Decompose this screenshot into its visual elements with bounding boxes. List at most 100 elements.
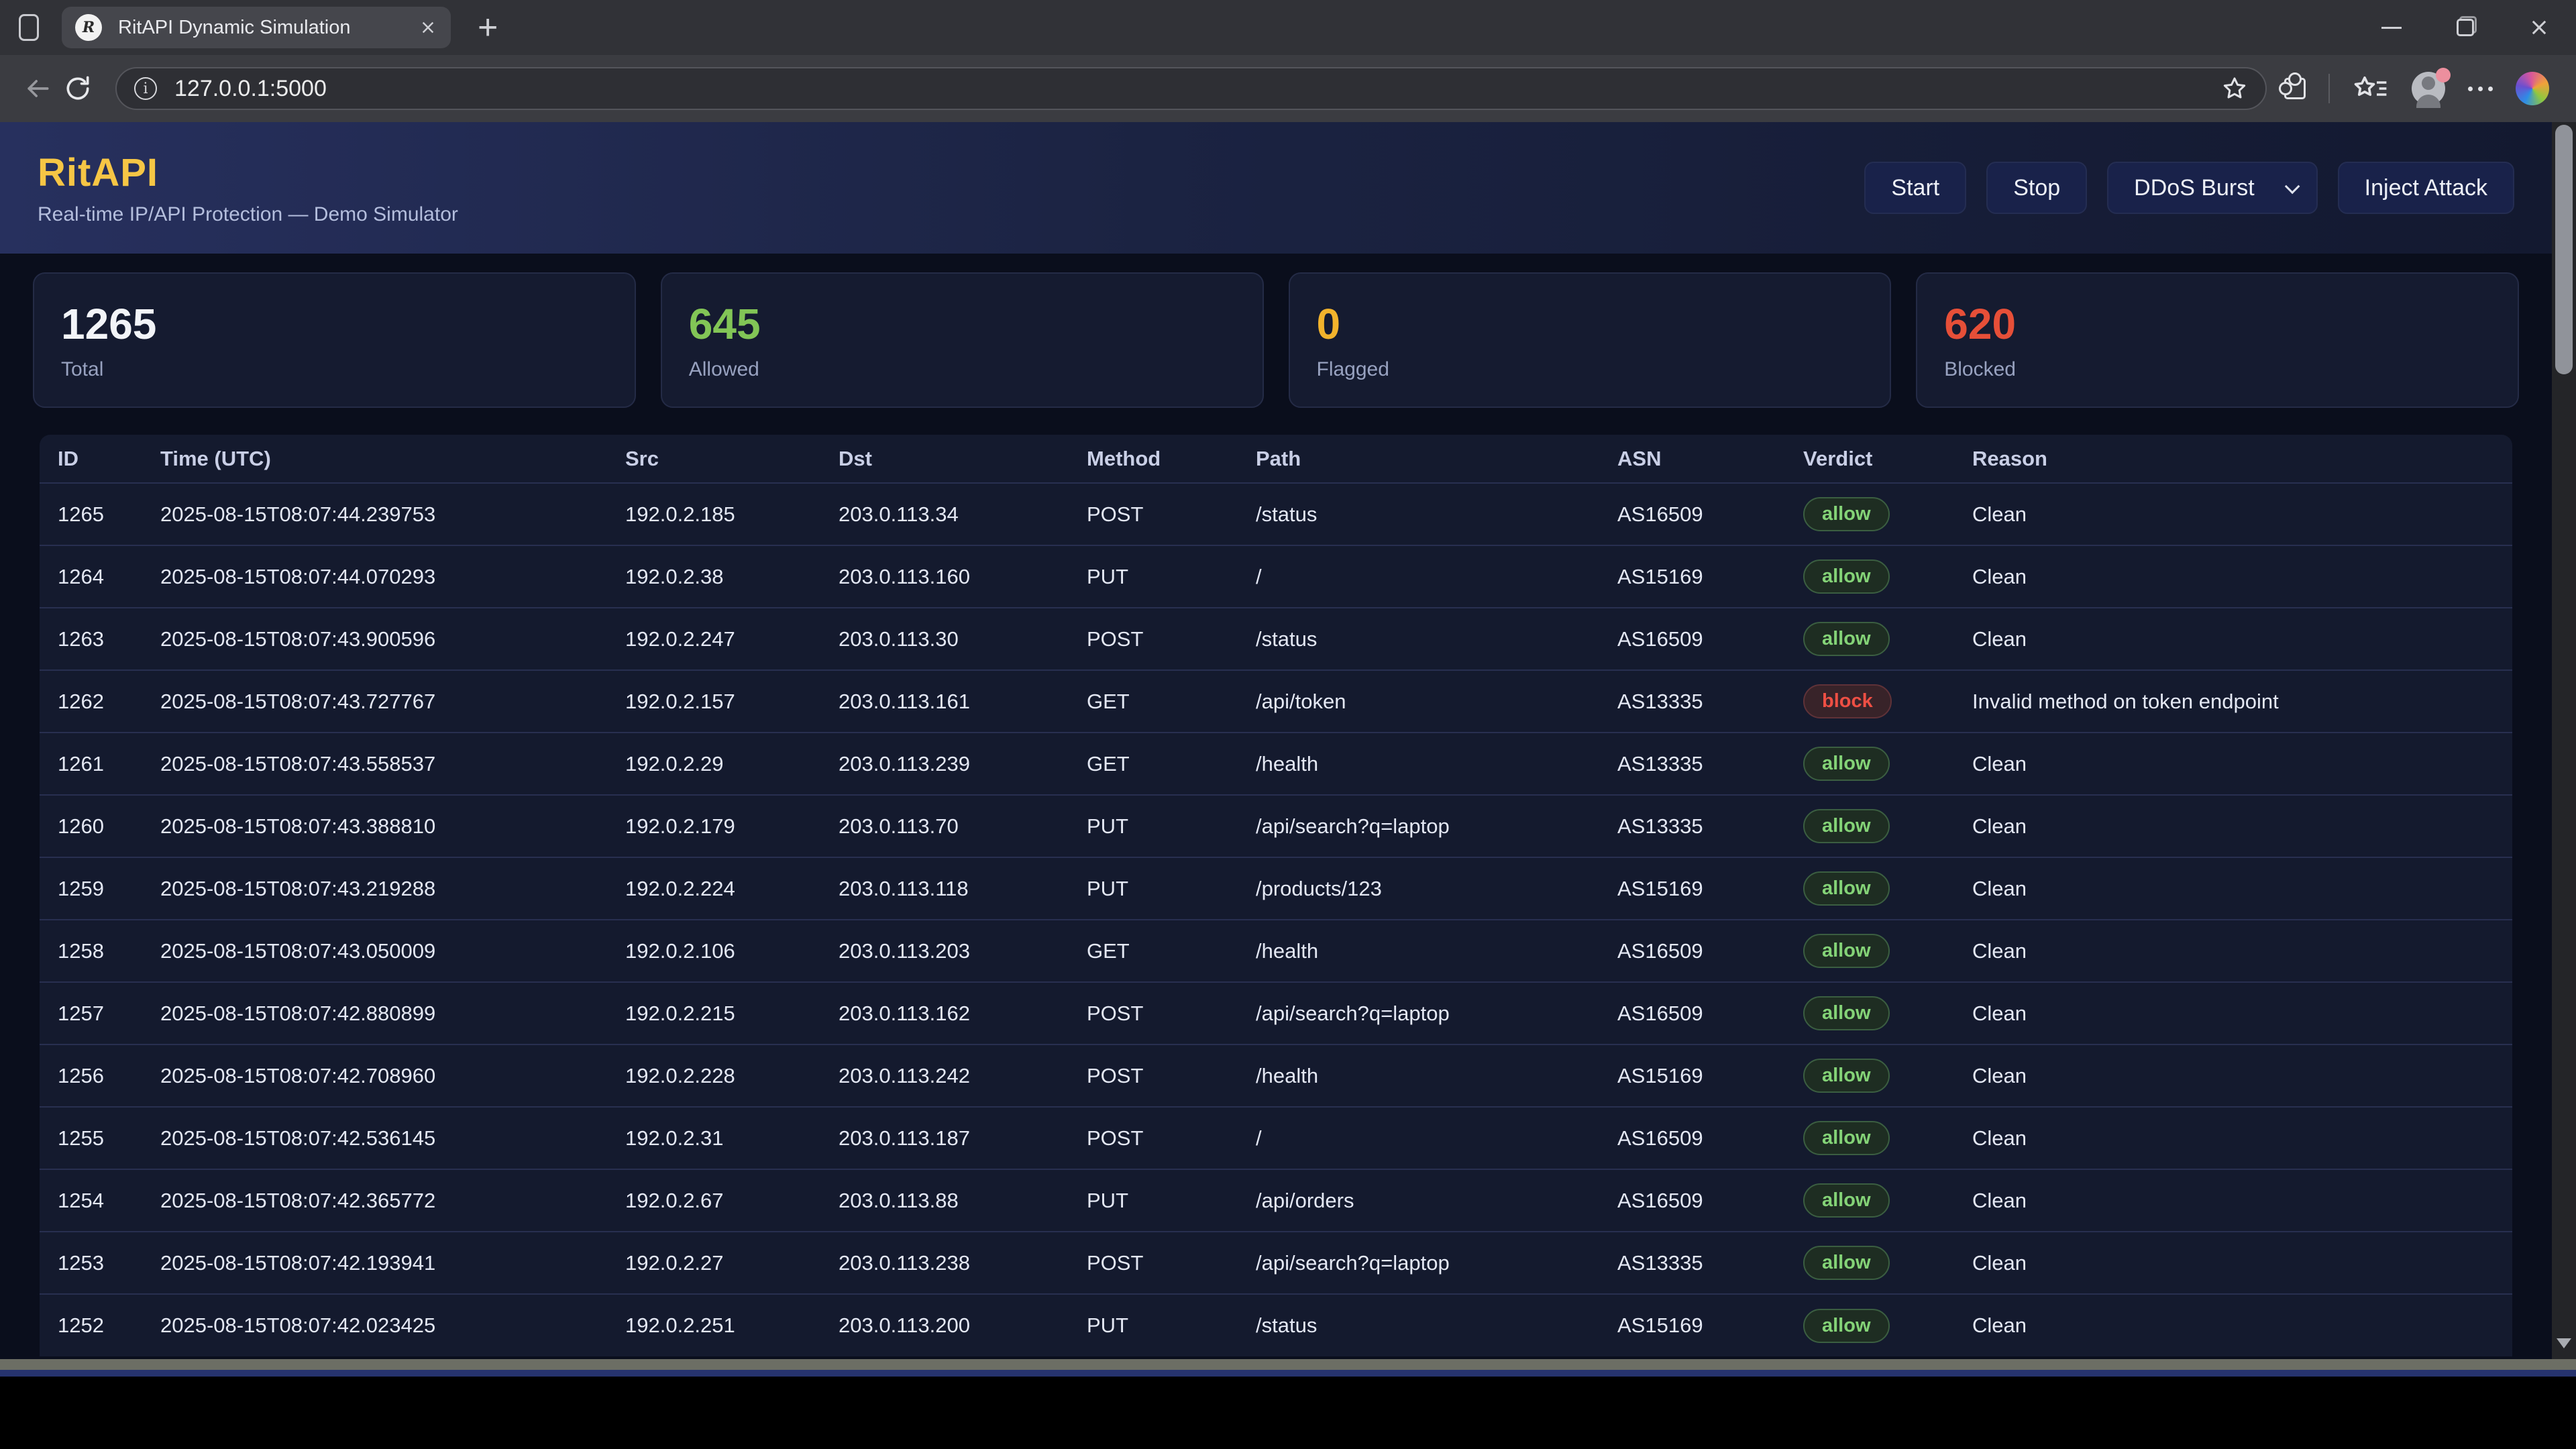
site-info-icon[interactable]: i xyxy=(134,77,157,100)
cell-src: 192.0.2.157 xyxy=(625,669,839,733)
cell-verdict: allow xyxy=(1803,857,1972,920)
col-time: Time (UTC) xyxy=(160,446,271,470)
bookmark-star-icon[interactable] xyxy=(2221,75,2248,102)
cell-id: 1265 xyxy=(40,482,160,545)
scrollbar-thumb[interactable] xyxy=(2555,125,2573,374)
table-row: 1258 2025-08-15T08:07:43.050009 192.0.2.… xyxy=(40,919,2512,982)
table-row: 1254 2025-08-15T08:07:42.365772 192.0.2.… xyxy=(40,1169,2512,1232)
cell-path: /status xyxy=(1256,482,1617,545)
close-button[interactable] xyxy=(2502,0,2576,55)
address-bar[interactable]: i 127.0.0.1:5000 xyxy=(115,67,2267,110)
cell-verdict: allow xyxy=(1803,545,1972,608)
inject-attack-button[interactable]: Inject Attack xyxy=(2337,162,2514,214)
toolbar-divider xyxy=(2328,74,2330,103)
cell-verdict: allow xyxy=(1803,1106,1972,1169)
cell-asn: AS16509 xyxy=(1617,607,1803,670)
tab-actions-icon[interactable] xyxy=(19,14,39,41)
profile-avatar[interactable] xyxy=(2412,68,2451,105)
cell-path: /api/token xyxy=(1256,669,1617,733)
cell-src: 192.0.2.29 xyxy=(625,732,839,795)
table-header: ID Time (UTC) Src Dst Method Path ASN Ve… xyxy=(40,435,2512,483)
table-row: 1252 2025-08-15T08:07:42.023425 192.0.2.… xyxy=(40,1293,2512,1356)
cell-time: 2025-08-15T08:07:42.880899 xyxy=(160,981,625,1044)
cell-id: 1255 xyxy=(40,1106,160,1169)
cell-reason: Clean xyxy=(1972,1169,2512,1232)
close-icon xyxy=(2530,18,2548,37)
cell-reason: Clean xyxy=(1972,545,2512,608)
cell-time: 2025-08-15T08:07:43.558537 xyxy=(160,732,625,795)
stat-label: Flagged xyxy=(1316,358,1389,380)
stat-card-flagged: 0 Flagged xyxy=(1288,272,1892,408)
cell-method: POST xyxy=(1087,1231,1256,1294)
verdict-badge: allow xyxy=(1803,809,1890,843)
cell-time: 2025-08-15T08:07:43.727767 xyxy=(160,669,625,733)
cell-method: PUT xyxy=(1087,545,1256,608)
cell-method: GET xyxy=(1087,919,1256,982)
attack-type-select[interactable]: DDoS Burst xyxy=(2107,162,2318,214)
new-tab-button[interactable]: + xyxy=(478,8,498,47)
cell-dst: 203.0.113.203 xyxy=(839,919,1087,982)
cell-verdict: allow xyxy=(1803,1231,1972,1294)
cell-dst: 203.0.113.30 xyxy=(839,607,1087,670)
window-bottom-accent xyxy=(0,1370,2576,1377)
cell-method: PUT xyxy=(1087,1169,1256,1232)
verdict-badge: allow xyxy=(1803,497,1890,531)
cell-verdict: allow xyxy=(1803,607,1972,670)
cell-asn: AS16509 xyxy=(1617,981,1803,1044)
stop-button[interactable]: Stop xyxy=(1986,162,2088,214)
table-row: 1265 2025-08-15T08:07:44.239753 192.0.2.… xyxy=(40,482,2512,545)
favorites-icon[interactable] xyxy=(2353,74,2389,103)
table-row: 1260 2025-08-15T08:07:43.388810 192.0.2.… xyxy=(40,794,2512,857)
cell-dst: 203.0.113.161 xyxy=(839,669,1087,733)
verdict-badge: allow xyxy=(1803,1121,1890,1155)
cell-id: 1256 xyxy=(40,1044,160,1107)
cell-reason: Clean xyxy=(1972,981,2512,1044)
cell-method: POST xyxy=(1087,482,1256,545)
copilot-icon[interactable] xyxy=(2516,72,2549,105)
minimize-icon xyxy=(2381,26,2402,29)
toolbar-right-icons xyxy=(2284,68,2549,105)
back-button[interactable] xyxy=(17,68,58,109)
refresh-button[interactable] xyxy=(58,68,98,109)
cell-verdict: allow xyxy=(1803,1169,1972,1232)
brand-block: RitAPI Real-time IP/API Protection — Dem… xyxy=(38,150,458,226)
stat-value: 1265 xyxy=(61,300,157,348)
cell-src: 192.0.2.247 xyxy=(625,607,839,670)
verdict-badge: allow xyxy=(1803,622,1890,656)
table-row: 1262 2025-08-15T08:07:43.727767 192.0.2.… xyxy=(40,669,2512,733)
cell-asn: AS15169 xyxy=(1617,1293,1803,1356)
browser-tab[interactable]: R RitAPI Dynamic Simulation xyxy=(62,7,451,48)
col-path: Path xyxy=(1256,446,1301,470)
page-scrollbar[interactable] xyxy=(2552,122,2576,1359)
settings-menu-icon[interactable] xyxy=(2468,86,2493,91)
stat-label: Total xyxy=(61,358,104,380)
cell-src: 192.0.2.38 xyxy=(625,545,839,608)
cell-method: POST xyxy=(1087,981,1256,1044)
minimize-button[interactable] xyxy=(2355,0,2428,55)
restore-button[interactable] xyxy=(2428,0,2502,55)
cell-path: /health xyxy=(1256,919,1617,982)
scrollbar-down-arrow-icon[interactable] xyxy=(2557,1338,2571,1348)
cell-path: /api/orders xyxy=(1256,1169,1617,1232)
cell-path: /api/search?q=laptop xyxy=(1256,1231,1617,1294)
tab-close-icon[interactable] xyxy=(421,20,435,35)
col-verdict: Verdict xyxy=(1803,446,1873,470)
cell-asn: AS16509 xyxy=(1617,919,1803,982)
verdict-badge: allow xyxy=(1803,1059,1890,1093)
cell-id: 1263 xyxy=(40,607,160,670)
app-brand: RitAPI xyxy=(38,150,158,195)
cell-verdict: allow xyxy=(1803,732,1972,795)
cell-dst: 203.0.113.242 xyxy=(839,1044,1087,1107)
extensions-icon[interactable] xyxy=(2284,78,2306,99)
cell-id: 1257 xyxy=(40,981,160,1044)
cell-reason: Clean xyxy=(1972,732,2512,795)
cell-dst: 203.0.113.34 xyxy=(839,482,1087,545)
verdict-badge: allow xyxy=(1803,871,1890,906)
url-text[interactable]: 127.0.0.1:5000 xyxy=(174,75,327,101)
verdict-badge: allow xyxy=(1803,559,1890,594)
cell-src: 192.0.2.31 xyxy=(625,1106,839,1169)
cell-reason: Clean xyxy=(1972,1231,2512,1294)
start-button[interactable]: Start xyxy=(1864,162,1967,214)
cell-asn: AS13335 xyxy=(1617,669,1803,733)
stat-card-total: 1265 Total xyxy=(33,272,636,408)
